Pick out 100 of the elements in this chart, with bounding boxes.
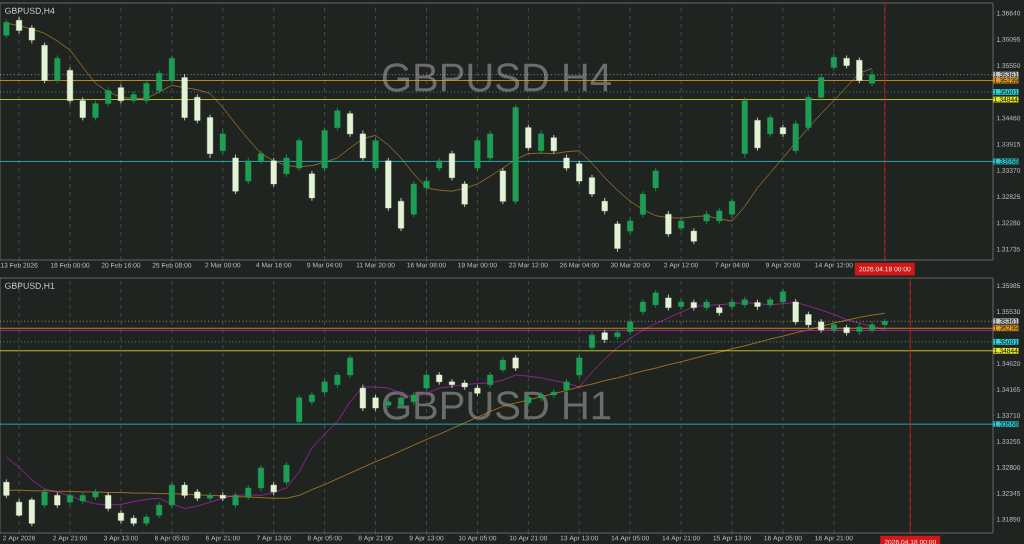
- candlestick: [512, 354, 519, 372]
- candlestick: [423, 177, 430, 192]
- candlestick: [245, 484, 252, 501]
- candlestick: [436, 371, 443, 386]
- candlestick: [716, 304, 723, 317]
- chart-title: GBPUSD,H1: [5, 282, 55, 290]
- candlestick: [296, 137, 303, 172]
- candlestick: [436, 157, 443, 172]
- candlestick: [652, 167, 659, 192]
- candlestick: [614, 220, 621, 253]
- candlestick: [54, 55, 61, 84]
- candlestick: [194, 94, 201, 124]
- candlestick: [79, 96, 86, 121]
- candlestick: [117, 509, 124, 524]
- candlestick: [614, 329, 621, 341]
- candlestick: [105, 492, 112, 512]
- candlestick: [194, 488, 201, 502]
- candlestick: [512, 104, 519, 205]
- candlestick: [130, 514, 137, 527]
- candlestick: [245, 157, 252, 185]
- candlestick: [410, 180, 417, 218]
- chart-title: GBPUSD,H4: [5, 7, 55, 15]
- candlestick: [550, 134, 557, 155]
- candlestick: [296, 394, 303, 426]
- candlestick: [869, 69, 876, 87]
- candlestick: [627, 318, 634, 336]
- candlestick: [219, 129, 226, 155]
- candlestick: [601, 329, 608, 344]
- candlestick: [270, 157, 277, 188]
- candlestick: [716, 207, 723, 225]
- candlestick: [79, 492, 86, 505]
- candlestick: [856, 56, 863, 84]
- candlestick: [767, 296, 774, 309]
- candlestick: [856, 323, 863, 336]
- candlestick: [678, 298, 685, 311]
- candlestick: [423, 371, 430, 392]
- candlestick: [130, 91, 137, 104]
- candlestick: [843, 55, 850, 69]
- candlestick: [576, 160, 583, 185]
- candlestick: [525, 124, 532, 152]
- candlestick: [232, 492, 239, 509]
- candlestick: [54, 492, 61, 509]
- candlestick: [601, 197, 608, 215]
- candlestick: [270, 481, 277, 496]
- candlestick: [499, 356, 506, 374]
- candlestick: [448, 378, 455, 389]
- candlestick: [321, 378, 328, 396]
- candlestick: [283, 461, 290, 486]
- candlestick: [41, 42, 48, 84]
- candlestick: [805, 94, 812, 131]
- candlestick: [550, 388, 557, 399]
- candlestick: [639, 298, 646, 316]
- candlestick: [881, 318, 888, 329]
- candlestick: [487, 371, 494, 389]
- candlestick: [41, 488, 48, 509]
- candlestick: [741, 96, 748, 159]
- candlestick: [359, 130, 366, 162]
- candlestick: [105, 86, 112, 107]
- candlestick: [678, 217, 685, 232]
- candlestick: [28, 24, 35, 44]
- candlestick: [754, 299, 761, 311]
- candlestick: [576, 354, 583, 379]
- candlestick: [563, 154, 570, 172]
- candlestick: [181, 73, 188, 121]
- candlestick: [321, 127, 328, 172]
- candlestick: [156, 501, 163, 519]
- candlestick: [474, 137, 481, 172]
- candlestick: [372, 137, 379, 172]
- candlestick: [347, 354, 354, 379]
- candlestick: [461, 180, 468, 208]
- candlestick: [703, 298, 710, 311]
- candlestick: [665, 294, 672, 311]
- candlestick: [665, 210, 672, 238]
- candlestick: [92, 488, 99, 501]
- candlestick: [741, 296, 748, 309]
- candlestick: [372, 394, 379, 412]
- candlestick: [690, 299, 697, 311]
- candlestick: [3, 478, 10, 499]
- candlestick: [143, 80, 150, 104]
- candlestick: [461, 379, 468, 391]
- candlestick: [207, 492, 214, 502]
- candlestick: [652, 289, 659, 309]
- candlestick: [283, 154, 290, 178]
- candlestick: [690, 227, 697, 245]
- candlestick: [3, 18, 10, 39]
- candlestick: [219, 492, 226, 502]
- candlestick: [232, 154, 239, 195]
- candlestick: [779, 288, 786, 306]
- candlestick: [168, 481, 175, 509]
- candlestick: [869, 321, 876, 334]
- candlestick: [703, 210, 710, 225]
- candlestick: [754, 117, 761, 152]
- candlestick: [92, 100, 99, 121]
- candlestick: [830, 321, 837, 334]
- candlestick: [843, 324, 850, 337]
- candlestick: [385, 157, 392, 212]
- candlestick: [627, 217, 634, 235]
- candlestick: [767, 114, 774, 138]
- candlestick: [334, 371, 341, 389]
- candlestick: [818, 318, 825, 334]
